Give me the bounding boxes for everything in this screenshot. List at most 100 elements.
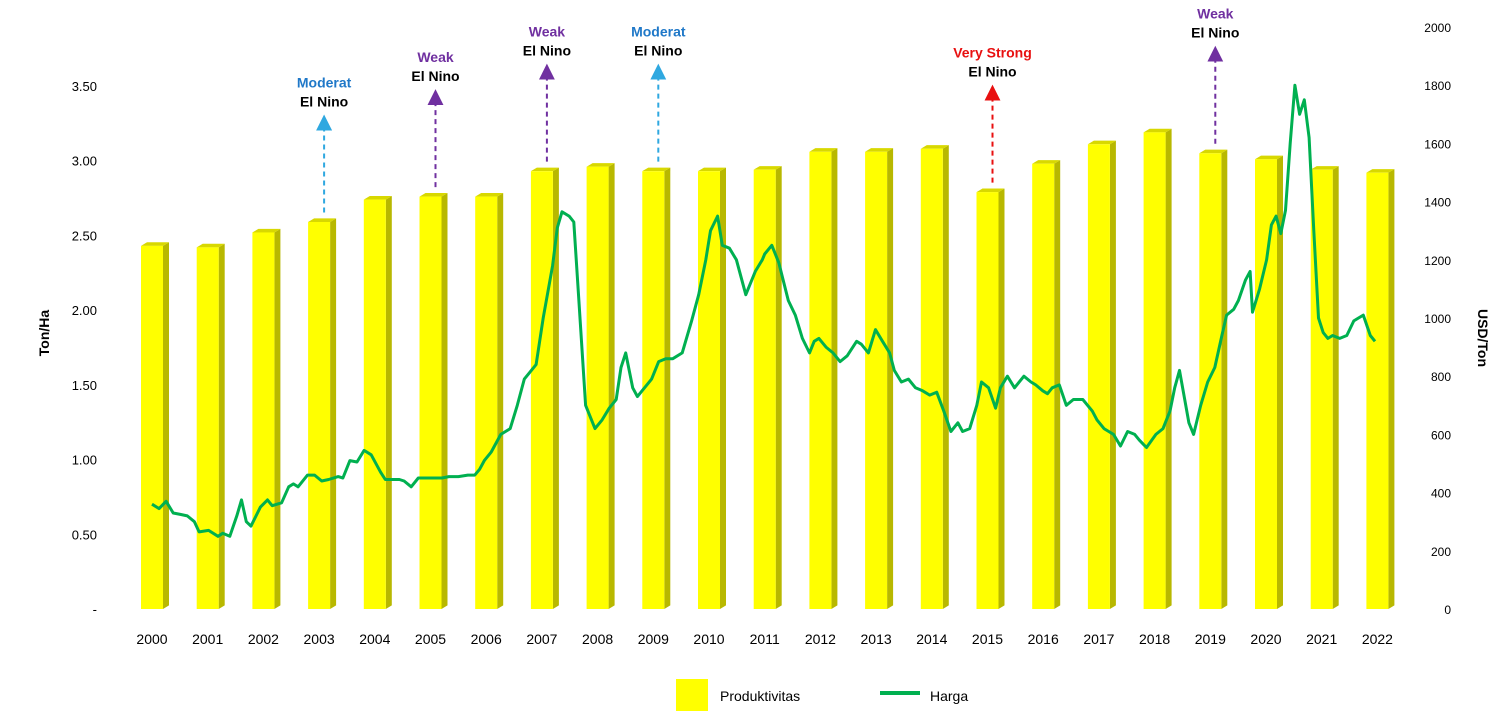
legend-label: Harga	[930, 688, 968, 704]
annotation-strength: Moderat	[297, 74, 352, 90]
bar-side	[552, 167, 559, 609]
bar-side	[775, 166, 782, 609]
x-tick-label: 2002	[248, 631, 279, 647]
annotation-strength: Weak	[417, 49, 454, 65]
y-right-tick-label: 1000	[1424, 312, 1451, 326]
x-tick-label: 2000	[136, 631, 167, 647]
bar	[252, 232, 275, 609]
bar-top	[1199, 149, 1228, 154]
x-tick-label: 2004	[359, 631, 390, 647]
annotation-label: El Nino	[968, 64, 1016, 80]
bar	[976, 192, 999, 609]
bar	[920, 148, 943, 609]
bar-top	[1255, 155, 1283, 160]
y-left-tick-label: 3.50	[72, 79, 97, 94]
y-left-axis-title: Ton/Ha	[36, 310, 52, 357]
bar-top	[1032, 160, 1061, 164]
bar-top	[419, 192, 448, 197]
y-right-tick-label: 1800	[1424, 79, 1451, 93]
y-right-tick-label: 600	[1431, 428, 1451, 442]
bar-top	[363, 195, 392, 200]
bar	[419, 196, 442, 609]
y-left-tick-label: 2.50	[72, 228, 97, 243]
y-left-tick-label: 0.50	[72, 527, 97, 542]
x-tick-label: 2010	[693, 631, 724, 647]
x-tick-label: 2018	[1139, 631, 1170, 647]
bar-top	[809, 148, 838, 152]
bar-top	[1366, 169, 1395, 173]
x-tick-label: 2017	[1083, 631, 1114, 647]
bar-side	[942, 145, 949, 609]
x-tick-label: 2015	[972, 631, 1003, 647]
bar-top	[642, 167, 671, 172]
y-right-tick-label: 1200	[1424, 254, 1451, 268]
bar	[1032, 163, 1055, 609]
y-right-axis-title: USD/Ton	[1475, 309, 1491, 367]
legend-label: Produktivitas	[720, 688, 800, 704]
x-tick-label: 2019	[1195, 631, 1226, 647]
y-left-tick-label: 2.00	[72, 303, 97, 318]
bar-side	[1332, 166, 1339, 609]
bar-side	[1388, 169, 1395, 609]
legend-swatch-bar	[676, 679, 708, 711]
bar-side	[998, 188, 1005, 609]
bar	[1255, 159, 1277, 609]
y-left-tick-label: 1.50	[72, 378, 97, 393]
bar-top	[308, 218, 337, 222]
bar	[642, 171, 665, 609]
y-right-tick-label: 400	[1431, 487, 1451, 501]
bar-side	[664, 167, 671, 609]
bar	[308, 221, 331, 610]
bar-top	[586, 163, 615, 167]
y-left-tick-label: -	[93, 602, 97, 617]
bar	[586, 166, 609, 610]
bar	[753, 169, 776, 609]
x-tick-label: 2008	[582, 631, 613, 647]
bar-side	[1165, 128, 1172, 610]
bar	[1366, 172, 1389, 609]
x-tick-label: 2014	[916, 631, 947, 647]
price-line	[151, 83, 1377, 538]
x-tick-label: 2011	[750, 631, 780, 647]
bar-top	[141, 242, 169, 246]
annotation-strength: Very Strong	[953, 45, 1032, 61]
annotation-strength: Weak	[529, 24, 566, 40]
bar-top	[252, 228, 281, 233]
bar	[865, 151, 888, 609]
x-tick-label: 2022	[1362, 631, 1393, 647]
bar-top	[865, 148, 894, 152]
y-right-tick-label: 0	[1444, 603, 1451, 617]
bar-top	[530, 167, 559, 172]
x-tick-label: 2005	[415, 631, 446, 647]
y-left-tick-label: 1.00	[72, 453, 97, 468]
bar-top	[1143, 128, 1172, 133]
bar-side	[441, 192, 448, 609]
annotation-label: El Nino	[523, 43, 571, 59]
y-right-tick-label: 800	[1431, 370, 1451, 384]
bar-top	[920, 145, 949, 149]
y-left-tick-label: 3.00	[72, 154, 97, 169]
bar-side	[1221, 149, 1228, 609]
bar-top	[475, 192, 504, 197]
x-tick-label: 2003	[304, 631, 335, 647]
bar-side	[720, 167, 726, 609]
bar-top	[753, 166, 782, 170]
bar	[1143, 132, 1166, 609]
bar-top	[1310, 166, 1339, 170]
bar-top	[1087, 140, 1116, 145]
bar	[698, 171, 720, 609]
bar-side	[274, 228, 281, 609]
bar-side	[608, 163, 615, 609]
bar-side	[887, 148, 894, 610]
y-right-tick-label: 2000	[1424, 21, 1451, 35]
bar-top	[976, 188, 1005, 193]
bar	[1087, 144, 1110, 609]
annotation-strength: Moderat	[631, 24, 686, 40]
bar-side	[1109, 140, 1116, 610]
bar	[363, 199, 386, 609]
bar-side	[497, 192, 504, 609]
y-right-tick-label: 200	[1431, 545, 1451, 559]
bar-side	[831, 148, 838, 610]
annotation-label: El Nino	[411, 68, 459, 84]
